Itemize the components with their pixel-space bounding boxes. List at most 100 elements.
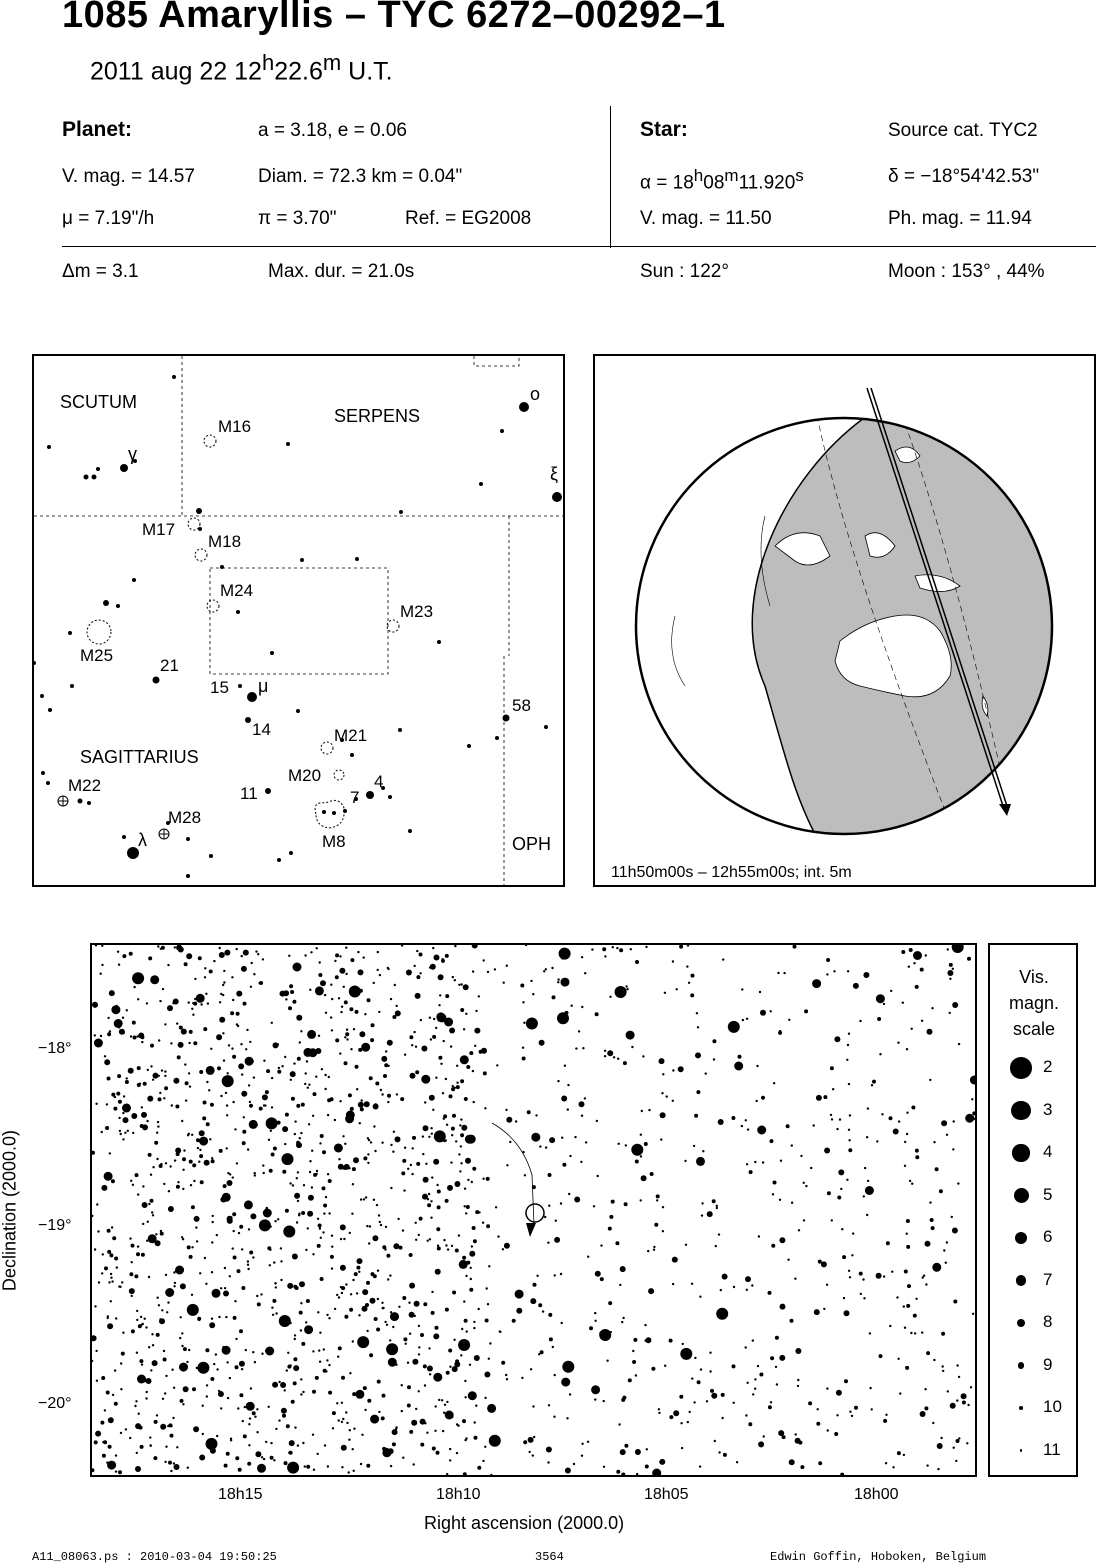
star-dot (465, 1212, 468, 1215)
star-dot (448, 1094, 453, 1099)
star-dot (589, 1326, 593, 1331)
star-dot (632, 1349, 635, 1353)
star-dot (116, 1091, 121, 1096)
star-dot (348, 1429, 351, 1432)
star-dot (293, 1132, 296, 1136)
star-dot (337, 1355, 340, 1358)
star-dot (530, 1298, 537, 1305)
star-dot (820, 1261, 827, 1268)
star-dot (434, 1429, 437, 1432)
star-dot (690, 973, 695, 978)
star-dot (446, 1248, 450, 1251)
star-dot (854, 1405, 858, 1410)
star-dot (868, 1332, 872, 1335)
footer-author: Edwin Goffin, Hoboken, Belgium (770, 1550, 987, 1564)
star-dot (327, 1179, 332, 1183)
star-dot (167, 1301, 170, 1304)
star-dot (333, 1118, 337, 1122)
star-dot (826, 958, 831, 962)
star-dot (652, 1248, 656, 1251)
star-dot (290, 990, 295, 994)
star-dot (324, 1073, 327, 1077)
star-dot (348, 985, 361, 998)
star-dot (580, 1454, 584, 1457)
star-dot (699, 1295, 702, 1298)
star-dot (313, 1172, 318, 1177)
star-dot (255, 950, 258, 953)
star-dot (216, 1434, 219, 1438)
star-dot (919, 1411, 926, 1417)
star-dot (640, 1175, 647, 1182)
star-dot (345, 1110, 355, 1120)
star-dot (591, 1385, 601, 1395)
star-dot (146, 1068, 149, 1072)
star-dot (429, 1038, 433, 1041)
star-dot (319, 1277, 324, 1281)
star-dot (905, 1219, 910, 1223)
star-dot (836, 1127, 839, 1131)
star-dot (622, 1061, 627, 1066)
star-dot (695, 1012, 699, 1015)
star-dot (277, 1218, 280, 1221)
star-dot (193, 1179, 196, 1183)
star-dot (851, 1254, 854, 1257)
star-dot (484, 1371, 491, 1378)
star-dot (292, 1253, 295, 1257)
star-dot (312, 1389, 316, 1394)
star-dot (346, 1038, 349, 1041)
star-dot (858, 1271, 863, 1276)
star-dot (223, 969, 226, 973)
star-dot (526, 1110, 531, 1115)
star-dot (564, 1010, 569, 1015)
star-dot (967, 1403, 970, 1407)
star-dot (787, 1258, 790, 1261)
event-datetime: 2011 aug 22 12h22.6m U.T. (90, 50, 393, 86)
star-dot (199, 1154, 204, 1159)
star-dot (368, 1076, 373, 1081)
star-dot (817, 1259, 822, 1264)
star-dot (875, 994, 885, 1004)
star-dot (469, 1287, 474, 1292)
star-dot (172, 1416, 175, 1420)
star-dot (376, 968, 379, 972)
star-dot (106, 1461, 109, 1464)
star-dot (181, 1119, 184, 1123)
star-dot (852, 982, 859, 989)
star-dot (106, 1076, 111, 1081)
star-dot (338, 1158, 341, 1161)
star-dot (356, 1265, 361, 1270)
star-dot (460, 1162, 463, 1165)
star-dot (548, 1312, 553, 1317)
star-dot (267, 1138, 271, 1141)
star-dot (142, 1124, 148, 1131)
star-dot (227, 1044, 231, 1047)
star-dot (247, 1228, 251, 1231)
star-dot (205, 1348, 210, 1353)
star-dot (149, 1198, 154, 1203)
star-dot (460, 1008, 465, 1012)
star-dot (341, 1466, 344, 1469)
star-dot (336, 1402, 339, 1405)
star-dot (906, 1111, 909, 1114)
star-dot (248, 1100, 252, 1104)
star-dot (93, 1034, 96, 1037)
star-dot (265, 1346, 275, 1356)
star-dot (553, 1415, 556, 1418)
star-dot (471, 1069, 475, 1073)
star-dot (398, 1245, 403, 1250)
star-dot (293, 1365, 300, 1372)
star-dot (218, 1148, 223, 1153)
star-dot (175, 1184, 180, 1189)
star-dot (252, 1256, 255, 1259)
star-dot (97, 1230, 100, 1233)
star-dot (594, 1012, 599, 1017)
star-dot (713, 1439, 716, 1443)
star-dot (903, 1164, 907, 1167)
star-dot (936, 1443, 943, 1449)
star-dot (373, 1125, 376, 1128)
star-dot (607, 1226, 612, 1231)
star-dot (417, 1324, 421, 1328)
star-dot (232, 998, 235, 1002)
star-dot (92, 1468, 95, 1473)
star-dot (924, 1406, 929, 1411)
